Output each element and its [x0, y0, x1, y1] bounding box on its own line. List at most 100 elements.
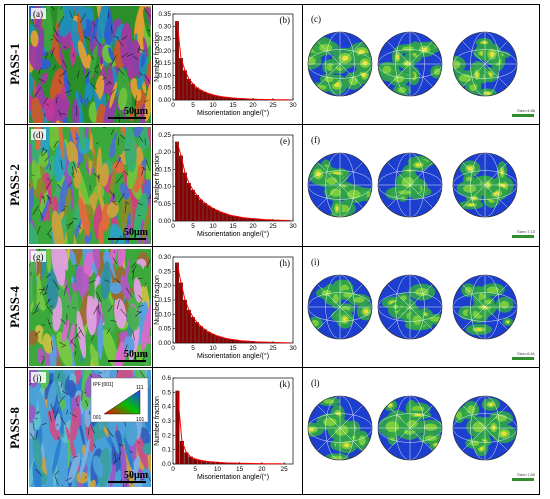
grain [105, 414, 119, 454]
grain-boundary [52, 34, 59, 43]
y-tick-label: 0.4 [162, 404, 171, 411]
grain-boundary [137, 45, 141, 53]
grain-boundary [129, 470, 133, 479]
grain-boundary [110, 24, 113, 34]
ipf-corner-label: 111 [136, 385, 144, 391]
grain [58, 127, 65, 160]
histogram-bar [223, 213, 227, 222]
grain-boundary [105, 81, 112, 86]
grain-boundary [145, 160, 151, 171]
grain-boundary [110, 320, 117, 322]
grain [31, 206, 42, 242]
grain [108, 46, 115, 62]
grain-boundary [132, 269, 135, 280]
grain-boundary [97, 309, 101, 315]
grain [31, 96, 44, 123]
grain-boundary [118, 450, 122, 461]
grain [100, 163, 109, 187]
grain-boundary [83, 391, 87, 394]
grain-boundary [46, 103, 50, 107]
projection-arc [453, 292, 517, 322]
grain-boundary [56, 423, 59, 426]
grain-boundary [61, 208, 66, 213]
grain-boundary [48, 411, 52, 422]
grain-boundary [113, 35, 120, 39]
grain [66, 204, 75, 244]
projection-line [462, 284, 508, 330]
grain-boundary [75, 105, 78, 117]
grain-boundary [58, 395, 66, 404]
projection-arc [378, 292, 442, 322]
grain-boundary [150, 385, 151, 389]
grain-boundary [46, 179, 52, 190]
grain [142, 37, 149, 58]
grain [124, 127, 137, 173]
grain-boundary [55, 96, 58, 104]
grain [50, 68, 65, 101]
grain-boundary [115, 175, 123, 184]
projection-line [462, 405, 508, 451]
grain [110, 223, 121, 239]
grain [121, 166, 131, 197]
pole-figure-outline [377, 274, 443, 340]
scale-bar-label: 50μm [124, 106, 149, 117]
intensity-peak [404, 61, 409, 66]
histogram-2: 0 5 10 15 20 25 30 0.00 0.05 0.10 0.15 0.20 0.25 Miso… [154, 132, 297, 238]
grain [119, 182, 130, 200]
y-tick-label: 0.05 [158, 326, 171, 333]
grain-boundary [60, 319, 68, 325]
grain [109, 282, 122, 295]
projection-arc [308, 292, 372, 322]
grain [101, 293, 115, 333]
grain-boundary [35, 410, 40, 414]
grain [40, 194, 50, 223]
projection-arc [395, 396, 425, 460]
grain [146, 59, 151, 78]
grain-boundary [38, 67, 41, 75]
grain-boundary [76, 403, 80, 407]
y-tick-label: 0.35 [158, 11, 171, 18]
intensity-contour [423, 423, 438, 431]
pole-figure-outline [452, 152, 518, 218]
projection-line [317, 41, 363, 87]
y-tick-label: 0.6 [162, 375, 171, 382]
grain-boundary [78, 326, 84, 337]
x-tick-label: 0 [171, 223, 175, 230]
histogram-bar [187, 183, 191, 222]
grain [77, 40, 89, 69]
grain-boundary [117, 39, 123, 47]
row-label: PASS-4 [7, 286, 22, 328]
grain-boundary [83, 35, 91, 41]
grain-boundary [46, 194, 52, 200]
projection-line [387, 284, 433, 330]
grain-boundary [59, 70, 67, 78]
projection-line [317, 162, 363, 208]
grain [66, 141, 79, 167]
y-tick-label: 0.25 [158, 36, 171, 43]
pole-figure [378, 32, 442, 96]
grain [79, 438, 90, 479]
grain-boundary [65, 477, 72, 481]
histogram-bar [219, 336, 223, 344]
grain-boundary [50, 379, 52, 384]
pole-scale-bar [512, 478, 534, 481]
grain-boundary [35, 468, 43, 477]
grain-boundary [73, 455, 79, 458]
fit-curve [176, 262, 289, 344]
grain [37, 347, 44, 364]
panel-letter: (a) [33, 9, 43, 19]
grain-boundary [50, 38, 54, 41]
grain [123, 437, 134, 471]
pole-figure-outline [377, 31, 443, 97]
grain [96, 6, 109, 46]
intensity-contour [406, 420, 418, 428]
intensity-peak [506, 320, 510, 323]
grain-boundary [60, 416, 66, 426]
pole-figures-4: (l) Size=7.80 [307, 378, 536, 481]
pole-figure-outline [307, 31, 373, 97]
grain-boundary [60, 6, 63, 10]
grain-boundary [141, 352, 147, 355]
intensity-contour [385, 421, 400, 433]
grain-boundary [147, 197, 151, 200]
intensity-peak [341, 55, 349, 61]
